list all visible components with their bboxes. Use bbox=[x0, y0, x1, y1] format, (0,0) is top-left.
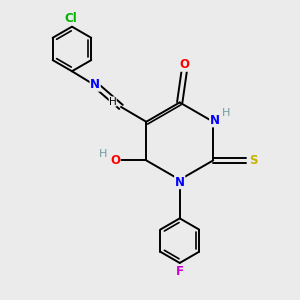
Text: H: H bbox=[98, 149, 107, 159]
Text: H: H bbox=[222, 108, 231, 118]
Text: F: F bbox=[176, 265, 184, 278]
Text: N: N bbox=[90, 78, 100, 91]
Text: Cl: Cl bbox=[64, 12, 77, 25]
Text: N: N bbox=[175, 176, 185, 189]
Text: N: N bbox=[210, 114, 220, 127]
Text: O: O bbox=[110, 154, 120, 167]
Text: H: H bbox=[109, 97, 116, 106]
Text: S: S bbox=[249, 154, 258, 167]
Text: O: O bbox=[180, 58, 190, 71]
